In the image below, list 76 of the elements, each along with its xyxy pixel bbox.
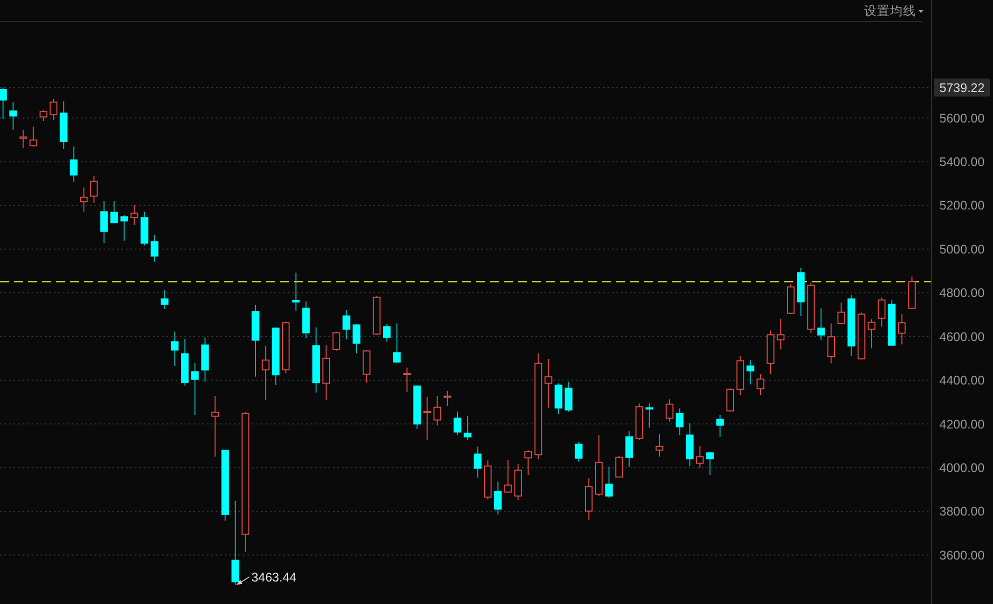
candlestick <box>231 500 240 586</box>
candlestick <box>605 466 613 498</box>
text: 设置均线 <box>864 4 916 18</box>
candlestick <box>544 358 552 408</box>
candlestick <box>817 308 825 340</box>
candlestick <box>262 345 270 401</box>
y-tick-label: 3800.00 <box>939 504 985 519</box>
candlestick <box>726 388 734 412</box>
candlestick <box>0 87 7 120</box>
candlestick <box>110 200 118 224</box>
candlestick <box>504 459 512 494</box>
candlestick <box>464 416 472 441</box>
candlestick <box>574 441 583 462</box>
candlestick <box>686 422 694 467</box>
candlestick <box>342 310 350 340</box>
candlestick <box>706 451 714 476</box>
y-tick-label: 5000.00 <box>939 242 985 256</box>
y-tick-label: 5400.00 <box>939 155 985 170</box>
candlestick <box>564 381 572 412</box>
candlestick <box>352 324 360 354</box>
candlestick <box>393 322 401 364</box>
y-tick-label: 4200.00 <box>939 417 985 432</box>
candlestick <box>666 398 674 422</box>
candlestick <box>837 302 846 325</box>
candlestick <box>150 234 158 262</box>
candlestick <box>423 396 432 441</box>
candlestick <box>332 331 340 352</box>
candlestick <box>494 481 502 515</box>
candlestick <box>80 187 88 212</box>
annotation: 3463.44 <box>251 570 297 584</box>
candlestick <box>130 204 138 226</box>
candlestick <box>292 272 300 312</box>
candlestick <box>433 395 442 426</box>
candlestick <box>40 109 48 122</box>
candlestick <box>362 350 370 384</box>
candlestick <box>454 411 462 436</box>
candlestick <box>403 367 411 392</box>
candlestick <box>554 382 562 415</box>
y-tick-label: 4800.00 <box>939 286 985 300</box>
y-tick-label: 4400.00 <box>939 374 985 388</box>
candlestick <box>9 101 17 130</box>
candlestick <box>868 318 876 349</box>
y-tick-label: 3600.00 <box>939 548 985 562</box>
y-tick-label: 5600.00 <box>939 111 985 126</box>
candlestick <box>50 98 58 121</box>
candlestick <box>19 129 28 148</box>
y-tick-label: 4600.00 <box>939 330 985 344</box>
candlestick <box>676 408 684 436</box>
candlestick <box>615 455 623 478</box>
candlestick <box>756 374 764 396</box>
candlestick <box>776 318 784 350</box>
candlestick <box>878 297 886 328</box>
candlestick <box>191 362 199 416</box>
y-tick-label: 5739.22 <box>939 80 985 95</box>
candlestick <box>898 314 906 345</box>
candlestick <box>827 322 835 364</box>
candlestick <box>656 433 664 458</box>
y-tick-label: 5200.00 <box>939 198 985 213</box>
candlestick <box>30 126 38 147</box>
candlestick <box>170 331 179 366</box>
candlestick <box>100 200 108 244</box>
candlestick <box>646 402 654 428</box>
candlestick <box>120 214 128 242</box>
candlestick <box>211 395 219 458</box>
candlestick <box>474 446 482 478</box>
candlestick <box>746 360 754 385</box>
candlestick <box>70 146 78 182</box>
candlestick <box>524 450 532 476</box>
candlestick <box>696 445 704 468</box>
candlestick <box>716 414 724 438</box>
y-tick-label: 4000.00 <box>939 461 985 475</box>
candlestick <box>444 390 452 406</box>
candlestick <box>160 289 168 310</box>
candlestick <box>625 430 634 468</box>
candlestick <box>90 175 98 204</box>
candlestick <box>382 324 391 342</box>
